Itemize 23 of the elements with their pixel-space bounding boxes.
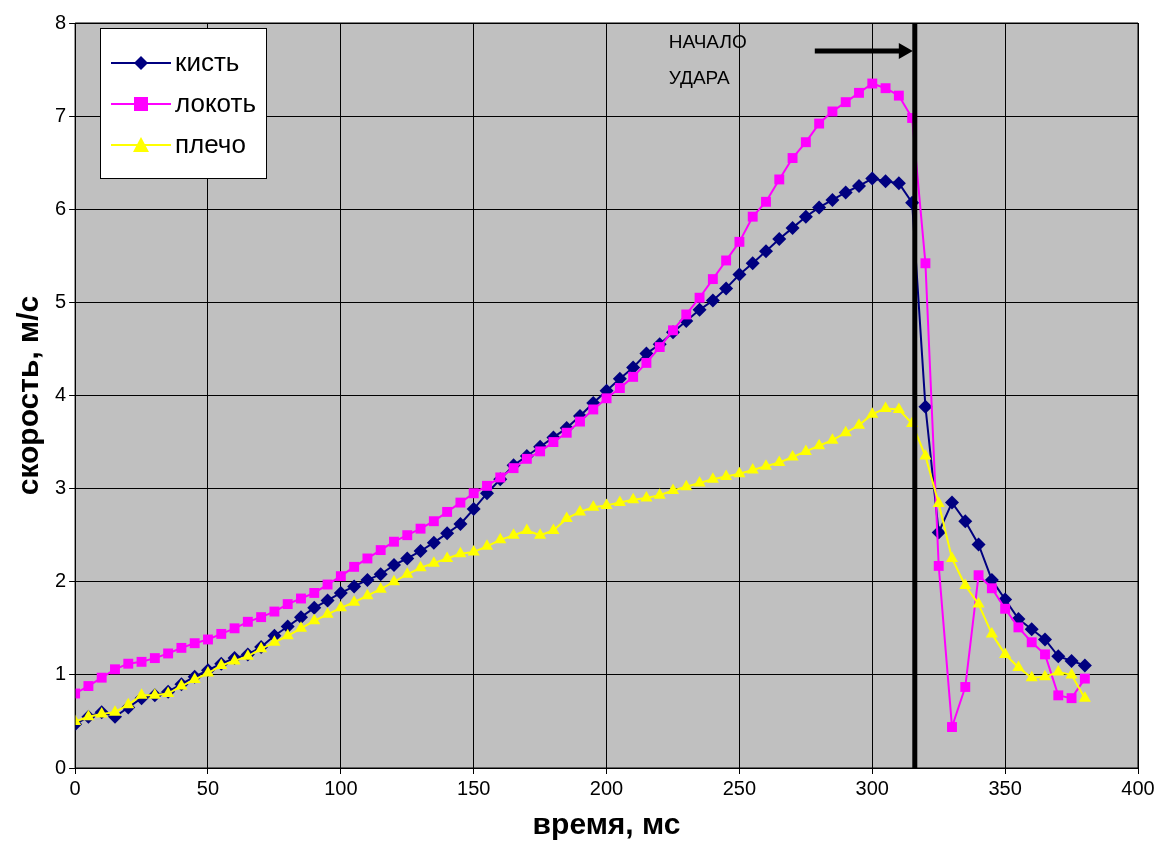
- x-axis-title: время, мс: [532, 807, 681, 841]
- x-tick-label: 150: [457, 776, 491, 799]
- y-tick-label: 7: [55, 103, 67, 126]
- y-tick-label: 3: [55, 476, 67, 499]
- x-tick-label: 250: [722, 776, 757, 799]
- y-tick-label: 4: [55, 383, 67, 406]
- y-tick-label: 5: [55, 289, 67, 312]
- x-tick-label: 50: [196, 776, 220, 799]
- y-tick-label: 6: [55, 196, 67, 219]
- y-tick-label: 8: [55, 10, 67, 33]
- x-tick-label: 350: [988, 776, 1022, 799]
- x-tick-label: 0: [69, 776, 81, 799]
- legend-label: кисть: [175, 47, 240, 78]
- x-tick-label: 300: [855, 776, 889, 799]
- y-tick-label: 0: [55, 755, 67, 778]
- y-tick-label: 1: [55, 662, 67, 685]
- legend-label: плечо: [175, 129, 246, 160]
- x-tick-label: 200: [589, 776, 624, 799]
- x-tick-label: 100: [324, 776, 358, 799]
- legend-label: локоть: [175, 88, 256, 119]
- x-tick-label: 400: [1121, 776, 1155, 799]
- y-tick-label: 2: [55, 569, 67, 592]
- y-axis-title: скорость, м/с: [11, 295, 45, 496]
